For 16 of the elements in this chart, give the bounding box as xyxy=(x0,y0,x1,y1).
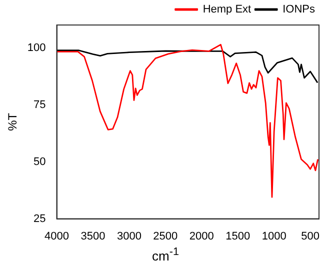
x-tick-label: 2500 xyxy=(153,230,178,242)
x-tick-label: 1500 xyxy=(226,230,250,242)
legend-label: Hemp Ext xyxy=(202,4,252,16)
x-axis-title: cm$^{-1}$ xyxy=(151,246,180,264)
y-tick-label: 100 xyxy=(27,42,46,54)
legend-label: IONPs xyxy=(282,4,316,16)
x-tick-label: 500 xyxy=(301,230,320,242)
y-tick-label: 25 xyxy=(34,212,46,225)
y-tick-label: 50 xyxy=(34,156,46,168)
x-tick-label: 3500 xyxy=(80,230,106,242)
x-tick-label: 3000 xyxy=(116,230,142,242)
x-tick-label: 4000 xyxy=(44,230,69,242)
y-axis-title: %T xyxy=(6,112,20,131)
y-tick-label: 75 xyxy=(34,98,46,111)
x-tick-label: 1000 xyxy=(262,230,286,242)
x-tick-label: 2000 xyxy=(189,230,214,242)
